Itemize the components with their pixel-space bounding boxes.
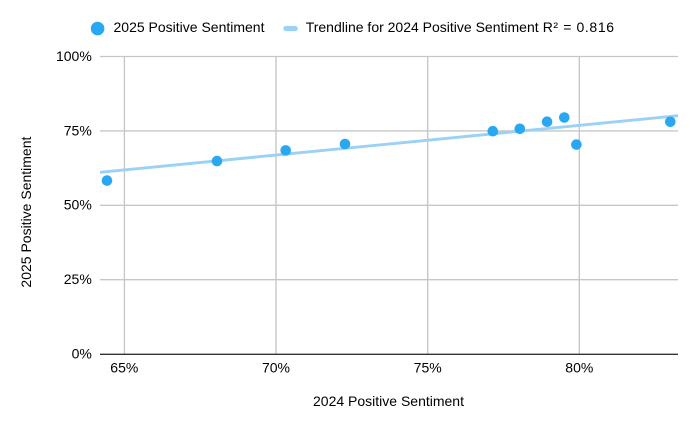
svg-text:50%: 50% xyxy=(64,197,92,213)
svg-text:2024 Positive Sentiment: 2024 Positive Sentiment xyxy=(313,393,464,409)
svg-text:75%: 75% xyxy=(414,359,442,375)
svg-text:100%: 100% xyxy=(56,48,92,64)
svg-text:25%: 25% xyxy=(64,271,92,287)
svg-text:2025 Positive Sentiment: 2025 Positive Sentiment xyxy=(18,137,34,288)
svg-text:75%: 75% xyxy=(64,122,92,138)
svg-text:Trendline for 2024 Positive Se: Trendline for 2024 Positive Sentiment xyxy=(306,19,539,35)
svg-text:80%: 80% xyxy=(565,359,593,375)
svg-text:R² = 0.816: R² = 0.816 xyxy=(543,19,615,35)
svg-text:65%: 65% xyxy=(110,359,138,375)
svg-text:0%: 0% xyxy=(72,346,92,362)
svg-text:70%: 70% xyxy=(262,359,290,375)
svg-text:2025 Positive Sentiment: 2025 Positive Sentiment xyxy=(114,19,265,35)
